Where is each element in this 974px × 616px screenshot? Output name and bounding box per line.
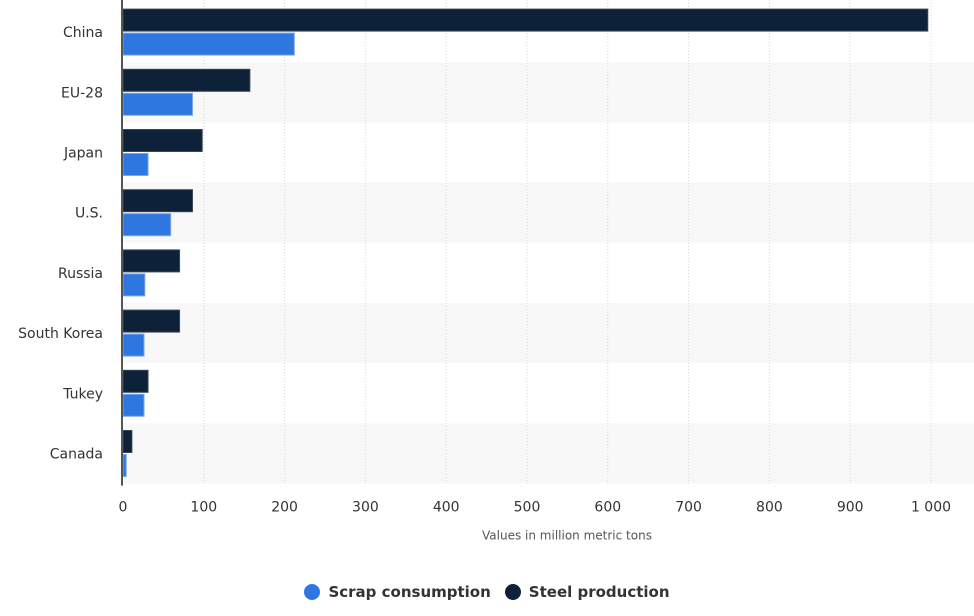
grid-lines [203, 0, 932, 484]
bar-scrap-consumption-u-s-[interactable] [122, 213, 172, 237]
row-band [123, 62, 974, 123]
row-bands [123, 62, 974, 484]
bar-scrap-consumption-tukey[interactable] [122, 393, 145, 417]
category-labels: China EU-28 Japan U.S. Russia South Korea Tuke… [18, 25, 103, 462]
bar-steel-production-eu-28[interactable] [122, 68, 251, 92]
bar-steel-production-south-korea[interactable] [122, 309, 181, 333]
category-label: Canada [50, 447, 103, 463]
legend-item-steel-production[interactable]: Steel production [504, 583, 670, 601]
legend-label: Steel production [528, 583, 670, 601]
legend: Scrap consumption Steel production [0, 583, 974, 601]
bar-scrap-consumption-canada[interactable] [122, 454, 127, 477]
legend-dot-icon [504, 584, 521, 600]
x-tick-label: 800 [756, 500, 783, 516]
x-axis-title: Values in million metric tons [482, 529, 652, 543]
bar-scrap-consumption-eu-28[interactable] [122, 92, 193, 116]
category-label: U.S. [75, 206, 103, 222]
bar-steel-production-tukey[interactable] [122, 369, 149, 393]
x-tick-label: 900 [837, 500, 864, 516]
category-label: China [63, 25, 103, 41]
category-label: EU-28 [61, 85, 103, 101]
bar-scrap-consumption-china[interactable] [122, 32, 295, 56]
x-tick-label: 700 [675, 500, 702, 516]
x-tick-label: 600 [594, 500, 621, 516]
legend-item-scrap-consumption[interactable]: Scrap consumption [304, 583, 491, 601]
x-tick-label: 500 [514, 500, 541, 516]
bar-steel-production-canada[interactable] [122, 430, 133, 453]
x-tick-labels: 0 100 200 300 400 500 600 700 800 900 1 000 [119, 500, 952, 516]
bar-steel-production-russia[interactable] [122, 249, 181, 273]
category-label: Russia [58, 266, 103, 282]
bar-steel-production-japan[interactable] [122, 129, 203, 152]
category-label: Tukey [62, 386, 103, 402]
bar-scrap-consumption-south-korea[interactable] [122, 333, 145, 357]
bar-steel-production-u-s-[interactable] [122, 189, 193, 213]
x-tick-label: 100 [190, 500, 217, 516]
x-tick-label: 300 [352, 500, 379, 516]
x-tick-label: 200 [271, 500, 298, 516]
bar-scrap-consumption-russia[interactable] [122, 273, 146, 297]
x-tick-label: 0 [119, 500, 128, 516]
x-tick-label: 400 [433, 500, 460, 516]
row-band [123, 182, 974, 243]
x-tick-label: 1 000 [911, 500, 951, 516]
bar-scrap-consumption-japan[interactable] [122, 153, 149, 176]
category-label: South Korea [18, 326, 103, 342]
row-band [123, 303, 974, 364]
legend-label: Scrap consumption [328, 583, 491, 601]
bar-steel-production-china[interactable] [122, 8, 929, 32]
row-band [123, 423, 974, 484]
legend-dot-icon [304, 584, 321, 600]
category-label: Japan [63, 146, 103, 162]
